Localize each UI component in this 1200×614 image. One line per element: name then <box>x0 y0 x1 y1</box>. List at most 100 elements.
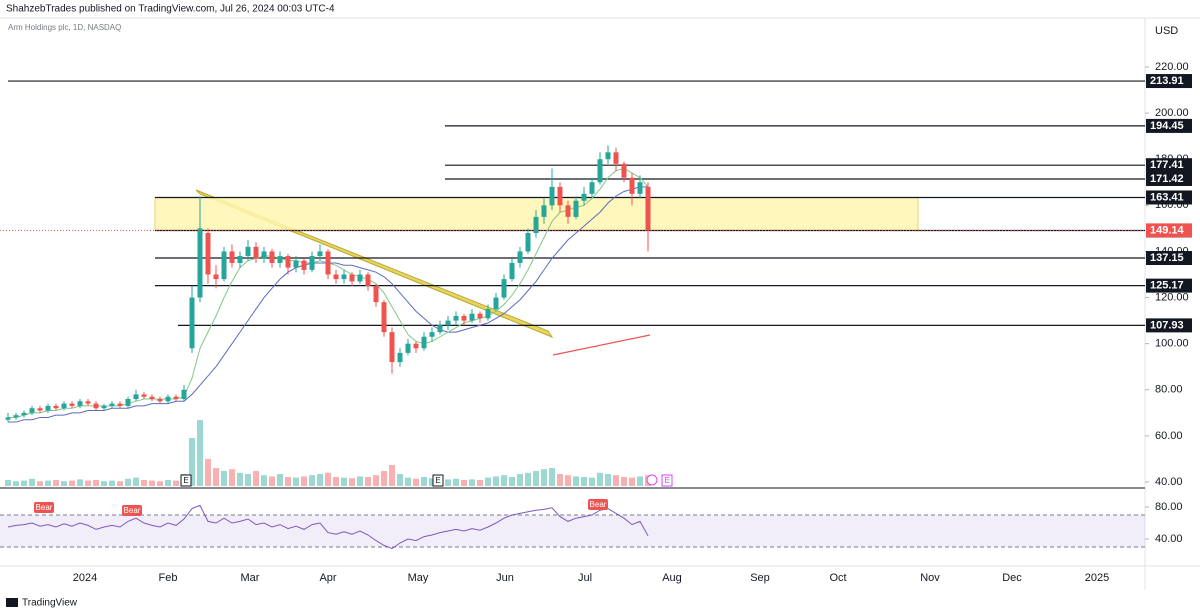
candle-body <box>101 405 107 409</box>
rsi-band <box>0 515 1145 547</box>
candle-body <box>389 332 395 363</box>
level-label: 213.91 <box>1146 74 1192 89</box>
candle-body <box>509 262 515 280</box>
candle-body <box>421 336 427 349</box>
volume-bar <box>557 474 563 486</box>
volume-bar <box>245 474 251 486</box>
candle-body <box>429 332 435 337</box>
candle-body <box>133 394 139 399</box>
candle-body <box>213 274 219 280</box>
rsi-line <box>7 504 649 550</box>
level-label-text: 107.93 <box>1150 319 1184 331</box>
candle-body <box>469 313 475 321</box>
volume-bar <box>597 472 603 486</box>
logo <box>6 598 18 607</box>
volume-bar <box>301 476 307 486</box>
volume-bar <box>85 480 91 486</box>
x-tick-label: Apr <box>319 572 336 584</box>
candle-body <box>637 182 643 194</box>
candle-body <box>53 405 59 409</box>
volume-bar <box>581 477 587 486</box>
candle-body <box>37 408 43 411</box>
candle-body <box>221 251 227 280</box>
candle-body <box>445 320 451 326</box>
level-label: 107.93 <box>1146 318 1192 333</box>
candle-body <box>309 256 315 270</box>
candle-body <box>573 200 579 217</box>
volume-bar <box>221 471 227 486</box>
earnings-label: E <box>183 476 188 485</box>
volume-bar <box>461 480 467 486</box>
level-label-box <box>1146 278 1192 293</box>
candle-body <box>21 412 27 416</box>
candle-body <box>437 325 443 333</box>
candle-body <box>485 309 491 319</box>
volume-bar <box>357 476 363 486</box>
candle-body <box>269 251 275 263</box>
level-label-text: 194.45 <box>1150 120 1184 132</box>
volume-bar <box>637 476 643 486</box>
candle-body <box>13 415 19 418</box>
candle-body <box>605 152 611 160</box>
candle-body <box>93 403 99 409</box>
volume-bar <box>613 475 619 486</box>
volume-bar <box>293 477 299 486</box>
volume-bar <box>133 477 139 486</box>
candle-body <box>381 302 387 333</box>
x-tick-label: Dec <box>1002 572 1022 584</box>
candle-body <box>173 396 179 399</box>
candle-body <box>317 251 323 257</box>
candle-body <box>77 401 83 406</box>
level-label-text: 137.15 <box>1150 252 1184 264</box>
footer-text: TradingView <box>22 598 78 609</box>
volume-bar <box>493 476 499 486</box>
volume-bar <box>109 480 115 486</box>
volume-bar <box>509 477 515 486</box>
candle-body <box>549 186 555 206</box>
symbol: Arm Holdings plc, 1D, NASDAQ <box>8 23 121 32</box>
volume-bar <box>253 471 259 486</box>
bear-label: Bear <box>124 506 141 515</box>
volume-bar <box>173 480 179 486</box>
volume-bar <box>53 480 59 486</box>
candle-body <box>453 316 459 321</box>
rsi-tick-label: 80.00 <box>1155 501 1183 513</box>
candle-body <box>541 205 547 217</box>
candle-body <box>181 389 187 399</box>
footer: TradingView <box>6 598 78 609</box>
volume-bar <box>77 479 83 486</box>
volume-bar <box>413 478 419 486</box>
y-tick-label: 100.00 <box>1155 338 1189 350</box>
volume-bar <box>365 477 371 486</box>
candle-body <box>365 274 371 287</box>
volume-bar <box>349 478 355 486</box>
top-bar <box>0 0 1200 18</box>
volume-bar <box>381 471 387 486</box>
candle-body <box>493 297 499 310</box>
candle-body <box>629 177 635 194</box>
volume-bar <box>373 475 379 486</box>
level-label-box <box>1146 251 1192 266</box>
candle-body <box>189 297 195 349</box>
level-label-box <box>1146 318 1192 333</box>
candle-body <box>341 274 347 280</box>
volume-bar <box>269 476 275 486</box>
volume-bar <box>13 481 19 486</box>
volume-bar <box>125 478 131 486</box>
publisher: ShahzebTrades published on TradingView.c… <box>6 4 335 15</box>
candle-body <box>565 205 571 217</box>
candle-body <box>197 228 203 298</box>
level-label-text: 213.91 <box>1150 75 1184 87</box>
y-tick-label: 220.00 <box>1155 61 1189 73</box>
candle-body <box>165 396 171 402</box>
level-label-box <box>1146 172 1192 187</box>
bear-label: Bear <box>590 500 607 509</box>
candle-body <box>405 343 411 353</box>
candle-body <box>613 152 619 164</box>
level-label: 137.15 <box>1146 251 1192 266</box>
candle-body <box>117 403 123 406</box>
y-tick-label: 200.00 <box>1155 107 1189 119</box>
candle-body <box>261 251 267 259</box>
candle-body <box>157 399 163 402</box>
x-tick-label: 2024 <box>73 572 97 584</box>
